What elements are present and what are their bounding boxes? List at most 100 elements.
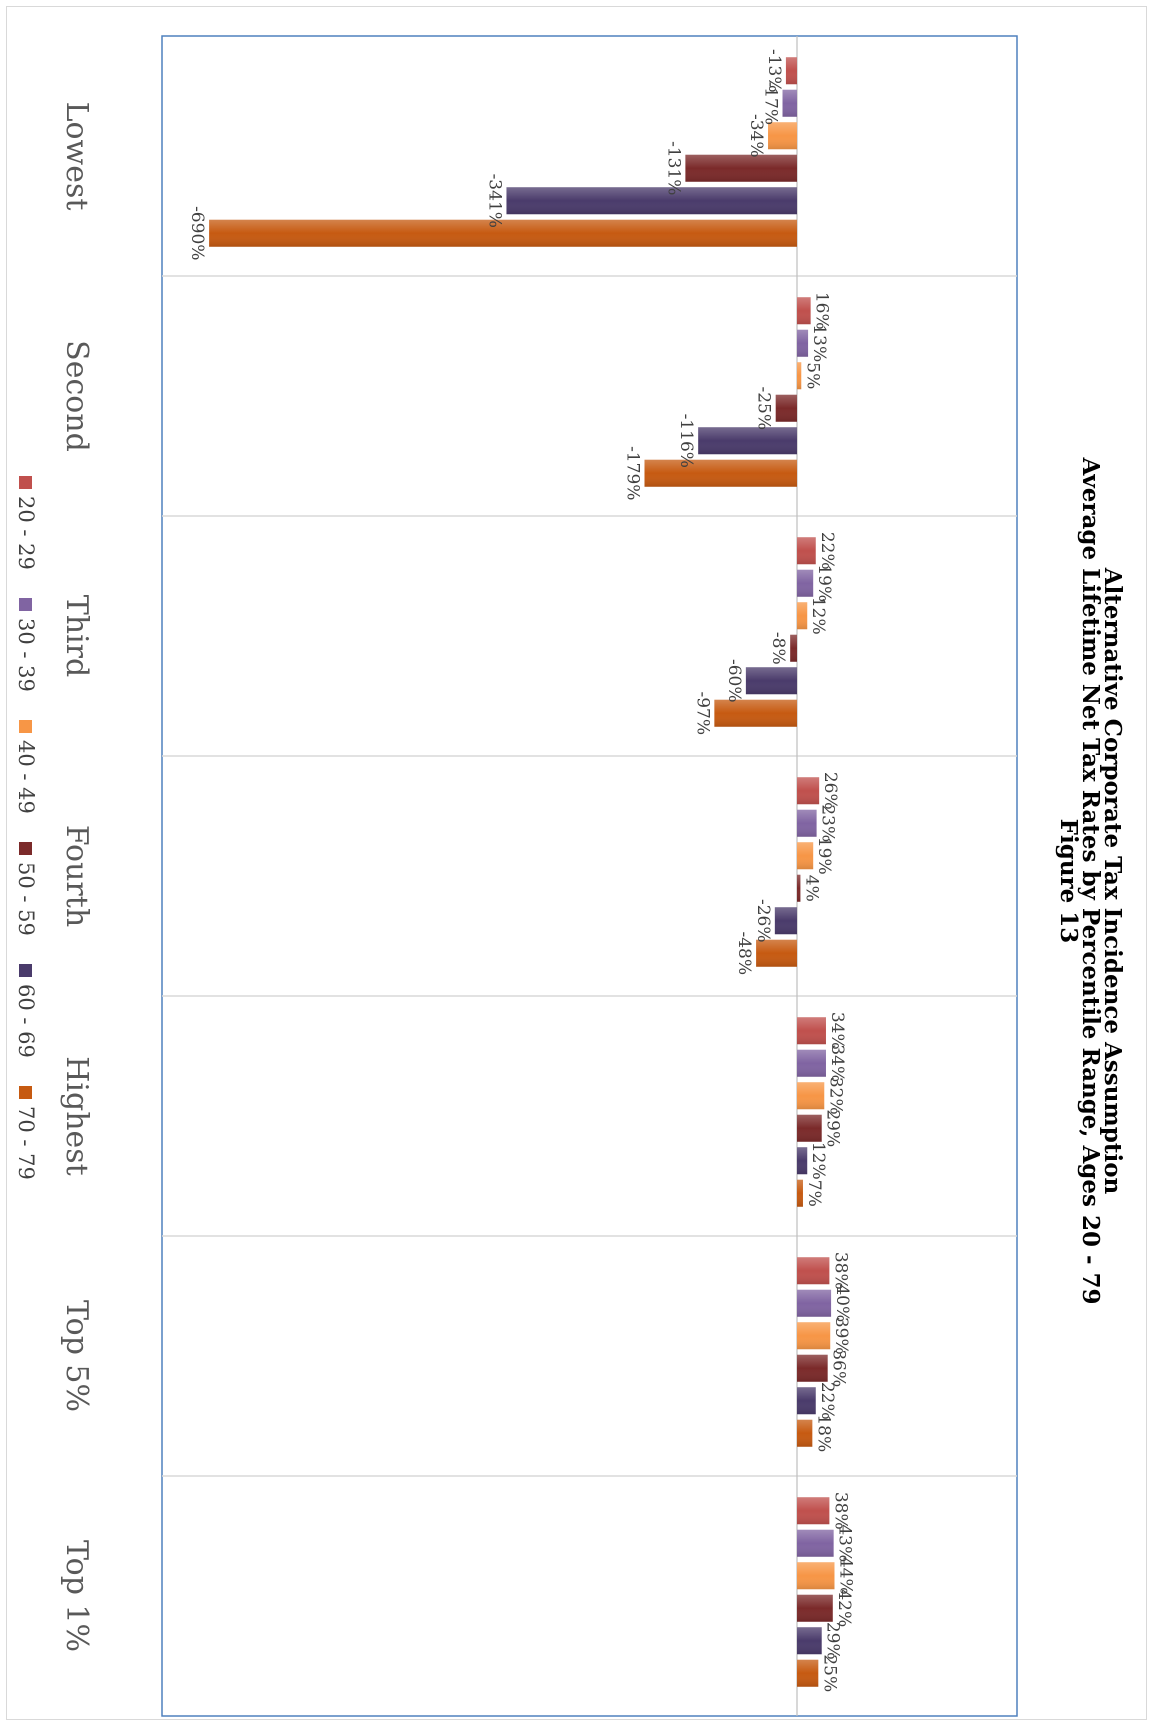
chart-subtitle-line1: Average Lifetime Net Tax Rates by Percen…	[1077, 456, 1104, 1304]
bar-shading	[797, 1627, 822, 1655]
bar-shading	[796, 297, 811, 325]
data-label: 13%	[809, 324, 829, 362]
bar-shading	[698, 427, 797, 455]
data-label: 34%	[827, 1044, 847, 1082]
data-label: -97%	[692, 691, 712, 735]
data-label: 5%	[802, 362, 822, 389]
data-label: 22%	[817, 532, 837, 570]
bar-shading	[756, 939, 797, 967]
bar-shading	[797, 1082, 825, 1110]
bar-shading	[796, 842, 814, 870]
category-label: Second	[59, 340, 94, 452]
data-label: 22%	[817, 1382, 837, 1420]
legend-label: 60 - 69	[14, 984, 38, 1058]
data-label: -26%	[753, 899, 773, 943]
bar-shading	[797, 777, 820, 805]
bar-shading	[644, 459, 797, 487]
data-label: 29%	[823, 1622, 843, 1660]
bar-shading	[796, 1322, 831, 1350]
data-label: 26%	[820, 772, 840, 810]
bar-shading	[796, 874, 801, 902]
legend-label: 30 - 39	[14, 618, 38, 692]
data-label: 32%	[825, 1077, 845, 1115]
data-label: -8%	[768, 632, 788, 665]
bar-shading	[797, 1114, 822, 1142]
bar-shading	[797, 1562, 835, 1590]
category-label: Fourth	[59, 825, 94, 927]
legend-label: 50 - 59	[14, 862, 38, 936]
bar-shading	[775, 394, 797, 422]
legend-label: 70 - 79	[14, 1106, 38, 1180]
chart-title: Figure 13	[1055, 819, 1082, 944]
data-label: 38%	[830, 1492, 850, 1530]
legend-swatch	[19, 598, 32, 611]
bar-shading	[796, 1659, 819, 1687]
legend-label: 40 - 49	[14, 740, 38, 814]
data-label: 23%	[818, 804, 838, 842]
legend-swatch	[19, 476, 32, 489]
bar-shading	[796, 1419, 813, 1447]
chart-subtitle-line2: Alternative Corporate Tax Incidence Assu…	[1099, 567, 1126, 1195]
bar-shading	[797, 1497, 830, 1525]
data-label: 36%	[829, 1349, 849, 1387]
bar-shading	[796, 329, 809, 357]
data-label: -116%	[676, 414, 696, 468]
category-label: Lowest	[59, 102, 94, 211]
data-label: -131%	[663, 141, 683, 195]
data-label: 34%	[827, 1012, 847, 1050]
data-label: 29%	[823, 1109, 843, 1147]
bar-shading	[790, 634, 797, 662]
data-label: -690%	[187, 206, 207, 260]
data-label: 4%	[801, 875, 821, 902]
bar-shading	[796, 1354, 828, 1382]
data-label: 40%	[832, 1284, 852, 1322]
bar-shading	[768, 122, 797, 150]
chart-frame	[6, 6, 1147, 1720]
bar-shading	[797, 809, 817, 837]
category-label: Third	[59, 595, 94, 677]
legend-swatch	[19, 964, 32, 977]
data-label: -13%	[764, 49, 784, 93]
bar-shading	[796, 1147, 808, 1175]
bar-shading	[797, 1257, 830, 1285]
bar-shading	[782, 89, 797, 117]
data-label: 12%	[808, 597, 828, 635]
data-label: 43%	[835, 1524, 855, 1562]
data-label: 7%	[804, 1180, 824, 1207]
bar-shading	[774, 907, 797, 935]
data-label: 19%	[814, 837, 834, 875]
legend-swatch	[19, 1086, 32, 1099]
data-label: -25%	[754, 386, 774, 430]
data-label: 18%	[813, 1414, 833, 1452]
data-label: 12%	[808, 1142, 828, 1180]
bar-shading	[796, 1387, 816, 1415]
data-label: -48%	[734, 931, 754, 975]
bar-shading	[506, 187, 797, 215]
data-label: -60%	[724, 659, 744, 703]
data-label: -17%	[761, 81, 781, 125]
bar-shading	[796, 1049, 826, 1077]
data-label: -34%	[746, 114, 766, 158]
bar-shading	[796, 537, 816, 565]
bar-shading	[796, 1529, 834, 1557]
legend-swatch	[19, 842, 32, 855]
category-label: Top 5%	[59, 1300, 94, 1412]
bar-shading	[785, 57, 797, 85]
data-label: 42%	[834, 1589, 854, 1627]
legend-label: 20 - 29	[14, 496, 38, 570]
bar-shading	[796, 1594, 833, 1622]
data-label: -341%	[484, 174, 504, 228]
bar-shading	[714, 699, 797, 727]
category-label: Top 1%	[59, 1540, 94, 1652]
bar-shading	[685, 154, 797, 182]
bar-shading	[796, 1017, 826, 1045]
data-label: 38%	[830, 1252, 850, 1290]
plot-area	[161, 35, 1018, 1717]
legend-swatch	[19, 720, 32, 733]
data-label: 16%	[812, 292, 832, 330]
bar-shading	[797, 362, 802, 390]
bar-shading	[796, 569, 814, 597]
data-label: 39%	[831, 1317, 851, 1355]
data-label: -179%	[622, 446, 642, 500]
